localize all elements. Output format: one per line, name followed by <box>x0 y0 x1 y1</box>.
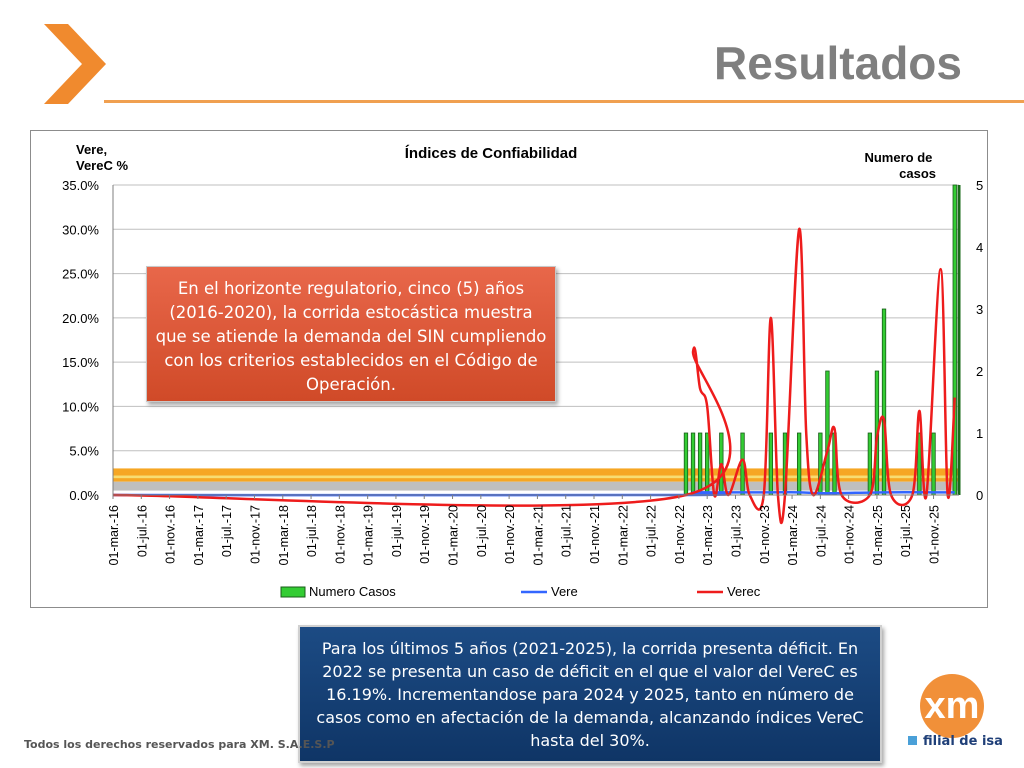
x-tick-label: 01-nov.-21 <box>588 505 602 564</box>
y-axis-left-label-line2: VereC % <box>76 158 128 173</box>
x-tick-label: 01-nov.-25 <box>928 505 942 564</box>
logo-tagline-text: filial de isa <box>923 734 1003 749</box>
y-tick-label-right: 4 <box>976 240 983 255</box>
y-axis-left-label-line1: Vere, <box>76 142 107 157</box>
y-axis-left-label: Vere, VereC % <box>76 142 128 173</box>
bar-numero-casos <box>690 432 696 496</box>
x-tick-label: 01-nov.-20 <box>503 505 517 564</box>
x-tick-label: 01-nov.-24 <box>843 505 857 564</box>
x-tick-label: 01-nov.-23 <box>758 505 772 564</box>
y-tick-label-right: 2 <box>976 364 983 379</box>
y-axis-right-label: Numero de casos <box>864 150 936 181</box>
y-tick-label-left: 5.0% <box>69 444 99 459</box>
x-tick-label: 01-jul.-21 <box>560 505 574 557</box>
callout-2016-2020: En el horizonte regulatorio, cinco (5) a… <box>146 266 556 402</box>
y-tick-label-right: 3 <box>976 302 983 317</box>
legend-label-verec: Verec <box>727 584 761 599</box>
y-tick-label-left: 10.0% <box>62 399 99 414</box>
y-tick-label-left: 25.0% <box>62 267 99 282</box>
x-tick-label: 01-mar.-25 <box>871 505 885 565</box>
y-axis-right-label-line1: Numero de <box>864 150 932 165</box>
x-tick-label: 01-jul.-23 <box>729 505 743 557</box>
y-tick-label-right: 0 <box>976 488 983 503</box>
band-orange <box>113 468 959 482</box>
bar-numero-casos <box>931 432 936 496</box>
band-yellow <box>113 475 959 479</box>
chart-title: Índices de Confiabilidad <box>405 145 578 162</box>
x-tick-label: 01-jul.-16 <box>135 505 149 557</box>
x-tick-label: 01-nov.-18 <box>333 505 347 564</box>
callout-2021-2025: Para los últimos 5 años (2021-2025), la … <box>298 625 882 763</box>
legend-label-numero-casos: Numero Casos <box>309 584 396 599</box>
x-tick-label: 01-mar.-19 <box>362 505 376 565</box>
logo-text: xm <box>925 685 980 727</box>
y-tick-label-left: 30.0% <box>62 222 99 237</box>
x-tick-label: 01-mar.-23 <box>701 505 715 565</box>
x-tick-label: 01-jul.-17 <box>220 505 234 557</box>
y-tick-label-left: 15.0% <box>62 355 99 370</box>
bar-numero-casos <box>683 432 689 496</box>
x-tick-label: 01-jul.-20 <box>475 505 489 557</box>
x-tick-label: 01-mar.-16 <box>107 505 121 565</box>
xm-logo-icon: xm <box>920 674 984 738</box>
logo-square-icon <box>908 736 917 745</box>
x-tick-label: 01-jul.-24 <box>814 505 828 557</box>
x-tick-label: 01-mar.-20 <box>447 505 461 565</box>
x-tick-label: 01-jul.-22 <box>645 505 659 557</box>
x-tick-label: 01-jul.-25 <box>899 505 913 557</box>
bar-numero-casos <box>881 308 887 496</box>
chart-svg: Índices de Confiabilidad Vere, VereC % N… <box>62 142 983 599</box>
x-tick-label: 01-mar.-22 <box>616 505 630 565</box>
bar-numero-casos <box>825 370 830 496</box>
x-tick-label: 01-nov.-16 <box>164 505 178 564</box>
y-tick-label-left: 35.0% <box>62 178 99 193</box>
bar-numero-casos <box>952 184 957 496</box>
bar-numero-casos <box>796 432 802 496</box>
x-tick-label: 01-nov.-19 <box>418 505 432 564</box>
legend-swatch-numero-casos <box>280 586 306 598</box>
x-tick-label: 01-mar.-24 <box>786 505 800 565</box>
y-tick-label-right: 5 <box>976 178 983 193</box>
x-tick-label: 01-nov.-22 <box>673 505 687 564</box>
bar-numero-casos <box>867 432 873 496</box>
chevron-logo-icon <box>44 24 106 104</box>
slide-title: Resultados <box>714 37 962 89</box>
y-tick-label-left: 20.0% <box>62 311 99 326</box>
title-divider <box>104 100 1024 103</box>
line-verec <box>112 228 957 524</box>
x-tick-label: 01-jul.-19 <box>390 505 404 557</box>
x-tick-label: 01-nov.-17 <box>248 505 262 564</box>
footer-copyright: Todos los derechos reservados para XM. S… <box>24 738 335 751</box>
y-tick-label-left: 0.0% <box>69 488 99 503</box>
y-axis-right-label-line2: casos <box>899 166 936 181</box>
logo-tagline: filial de isa <box>908 734 1003 749</box>
y-tick-label-right: 1 <box>976 426 983 441</box>
x-tick-label: 01-jul.-18 <box>305 505 319 557</box>
bar-numero-casos <box>768 432 773 496</box>
x-tick-label: 01-mar.-18 <box>277 505 291 565</box>
band-gray <box>113 481 959 491</box>
legend-label-vere: Vere <box>551 584 578 599</box>
x-tick-label: 01-mar.-21 <box>531 505 545 565</box>
x-tick-label: 01-mar.-17 <box>192 505 206 565</box>
bar-numero-casos <box>697 432 703 496</box>
